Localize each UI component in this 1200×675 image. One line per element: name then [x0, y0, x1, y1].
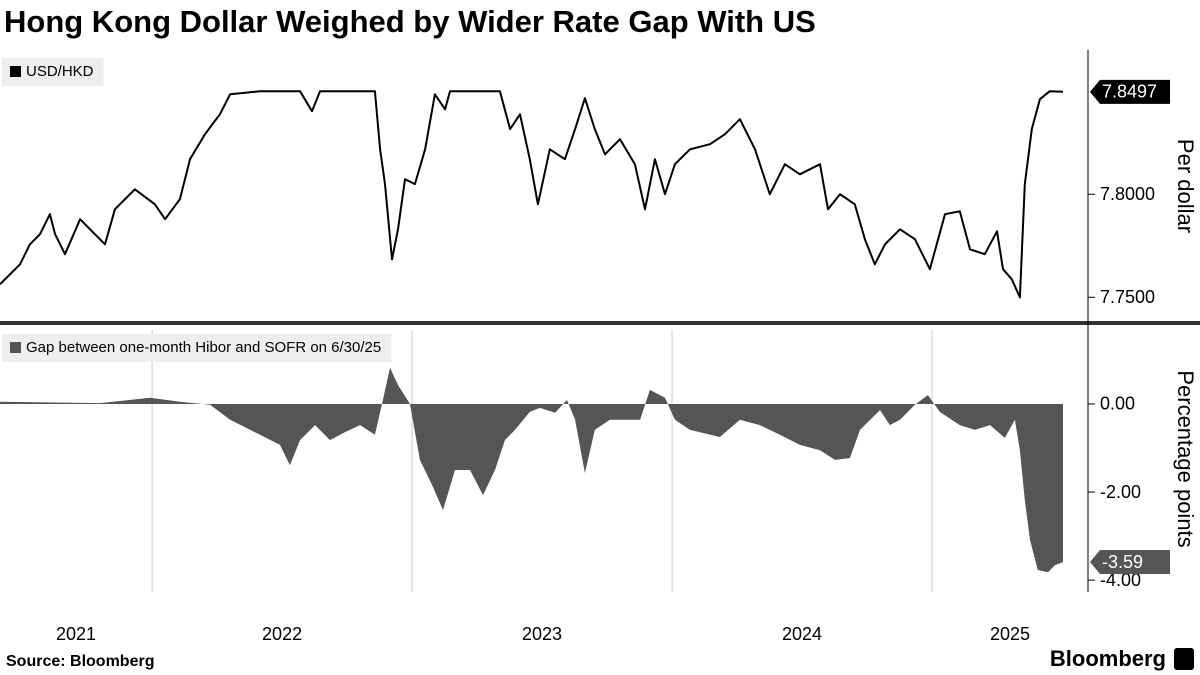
y-tick-label: 7.7500	[1100, 287, 1155, 307]
panel-separator	[0, 321, 1200, 325]
source: Source: Bloomberg	[6, 653, 154, 670]
brand: Bloomberg	[1050, 646, 1166, 671]
y-axis-title: Per dollar	[1173, 139, 1198, 233]
x-tick-label: 2025	[990, 624, 1030, 644]
x-tick-label: 2023	[522, 624, 562, 644]
brand-icon	[1174, 648, 1194, 670]
y-tick-label: 7.8000	[1100, 184, 1155, 204]
chart-title: Hong Kong Dollar Weighed by Wider Rate G…	[4, 4, 816, 39]
y-tick-label: 0.00	[1100, 394, 1135, 414]
legend-label: Gap between one-month Hibor and SOFR on …	[26, 339, 381, 356]
legend-label: USD/HKD	[26, 63, 94, 80]
legend-swatch	[10, 342, 21, 353]
y-axis-title: Percentage points	[1173, 370, 1198, 547]
last-value-label: -3.59	[1102, 552, 1143, 572]
legend-box	[2, 334, 392, 362]
x-tick-label: 2022	[262, 624, 302, 644]
legend-swatch	[10, 66, 21, 77]
last-value-badge	[1090, 79, 1170, 104]
last-value-badge	[1090, 550, 1170, 575]
y-tick-label: -4.00	[1100, 570, 1141, 590]
last-value-label: 7.8497	[1102, 82, 1157, 102]
line	[0, 90, 1064, 299]
x-tick-label: 2024	[782, 624, 822, 644]
area	[0, 367, 1063, 573]
x-tick-label: 2021	[56, 624, 96, 644]
y-tick-label: -2.00	[1100, 482, 1141, 502]
